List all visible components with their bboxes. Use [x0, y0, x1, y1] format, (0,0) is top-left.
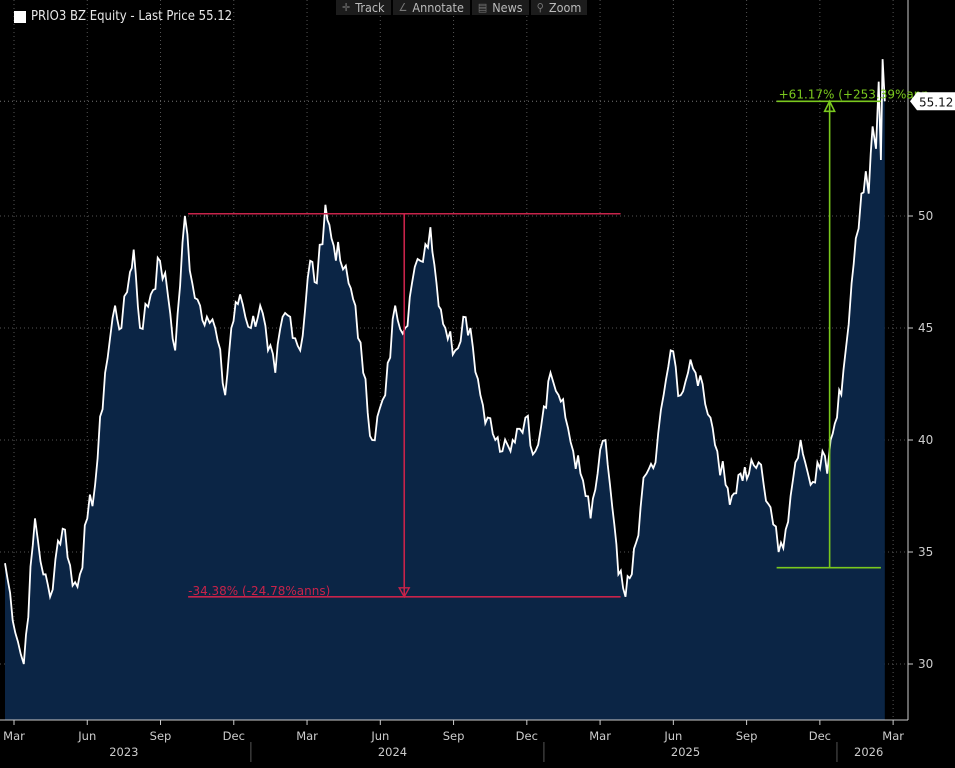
news-button[interactable]: ▤ News: [471, 0, 529, 15]
zoom-label: Zoom: [548, 0, 582, 15]
annotate-label: Annotate: [412, 0, 464, 15]
crosshair-icon: ✛: [342, 0, 351, 14]
news-icon: ▤: [477, 0, 488, 14]
zoom-button[interactable]: ⚲ Zoom: [530, 0, 588, 15]
annotation-label: -34.38% (-24.78%anns): [188, 584, 330, 598]
x-tick-label: Sep: [443, 729, 465, 743]
x-tick-label: Jun: [370, 729, 389, 743]
track-button[interactable]: ✛ Track: [336, 0, 391, 15]
legend-swatch: [14, 10, 26, 23]
y-tick-label: 50: [918, 209, 933, 223]
chart-legend: PRIO3 BZ Equity - Last Price 55.12: [14, 9, 232, 24]
x-year-label: 2024: [378, 745, 407, 759]
y-tick-label: 30: [918, 657, 933, 671]
series-area: [5, 59, 885, 720]
x-tick-label: Mar: [3, 729, 25, 743]
x-tick-label: Dec: [223, 729, 245, 743]
arrow-up-icon: [823, 99, 836, 113]
pencil-icon: ∠: [398, 0, 408, 14]
x-tick-label: Sep: [736, 729, 758, 743]
x-year-label: 2025: [671, 745, 700, 759]
x-tick-label: Mar: [882, 729, 904, 743]
chart-toolbar: ✛ Track ∠ Annotate ▤ News ⚲ Zoom: [336, 0, 588, 15]
x-tick-label: Jun: [77, 729, 96, 743]
magnifier-icon: ⚲: [536, 0, 544, 14]
y-tick-label: 45: [918, 321, 933, 335]
x-year-label: 2026: [854, 745, 883, 759]
x-tick-label: Jun: [663, 729, 682, 743]
x-year-label: 2023: [109, 745, 138, 759]
news-label: News: [492, 0, 523, 15]
series-line: [4, 59, 886, 665]
x-tick-label: Dec: [809, 729, 831, 743]
arrow-down-icon: [398, 587, 411, 599]
legend-label: PRIO3 BZ Equity - Last Price 55.12: [31, 9, 233, 24]
annotation-label: +61.17% (+253.39%ann: [779, 87, 929, 101]
annotation-green: +61.17% (+253.39%ann: [776, 87, 929, 569]
y-tick-label: 40: [918, 433, 933, 447]
annotate-button[interactable]: ∠ Annotate: [392, 0, 470, 15]
y-tick-label: 35: [918, 545, 933, 559]
x-tick-label: Mar: [296, 729, 318, 743]
track-label: Track: [355, 0, 385, 15]
last-price-label: 55.12: [919, 95, 953, 109]
x-tick-label: Dec: [516, 729, 538, 743]
x-tick-label: Sep: [150, 729, 172, 743]
x-tick-label: Mar: [589, 729, 611, 743]
annotation-red: -34.38% (-24.78%anns): [188, 212, 621, 599]
last-price-tag: [910, 92, 955, 111]
